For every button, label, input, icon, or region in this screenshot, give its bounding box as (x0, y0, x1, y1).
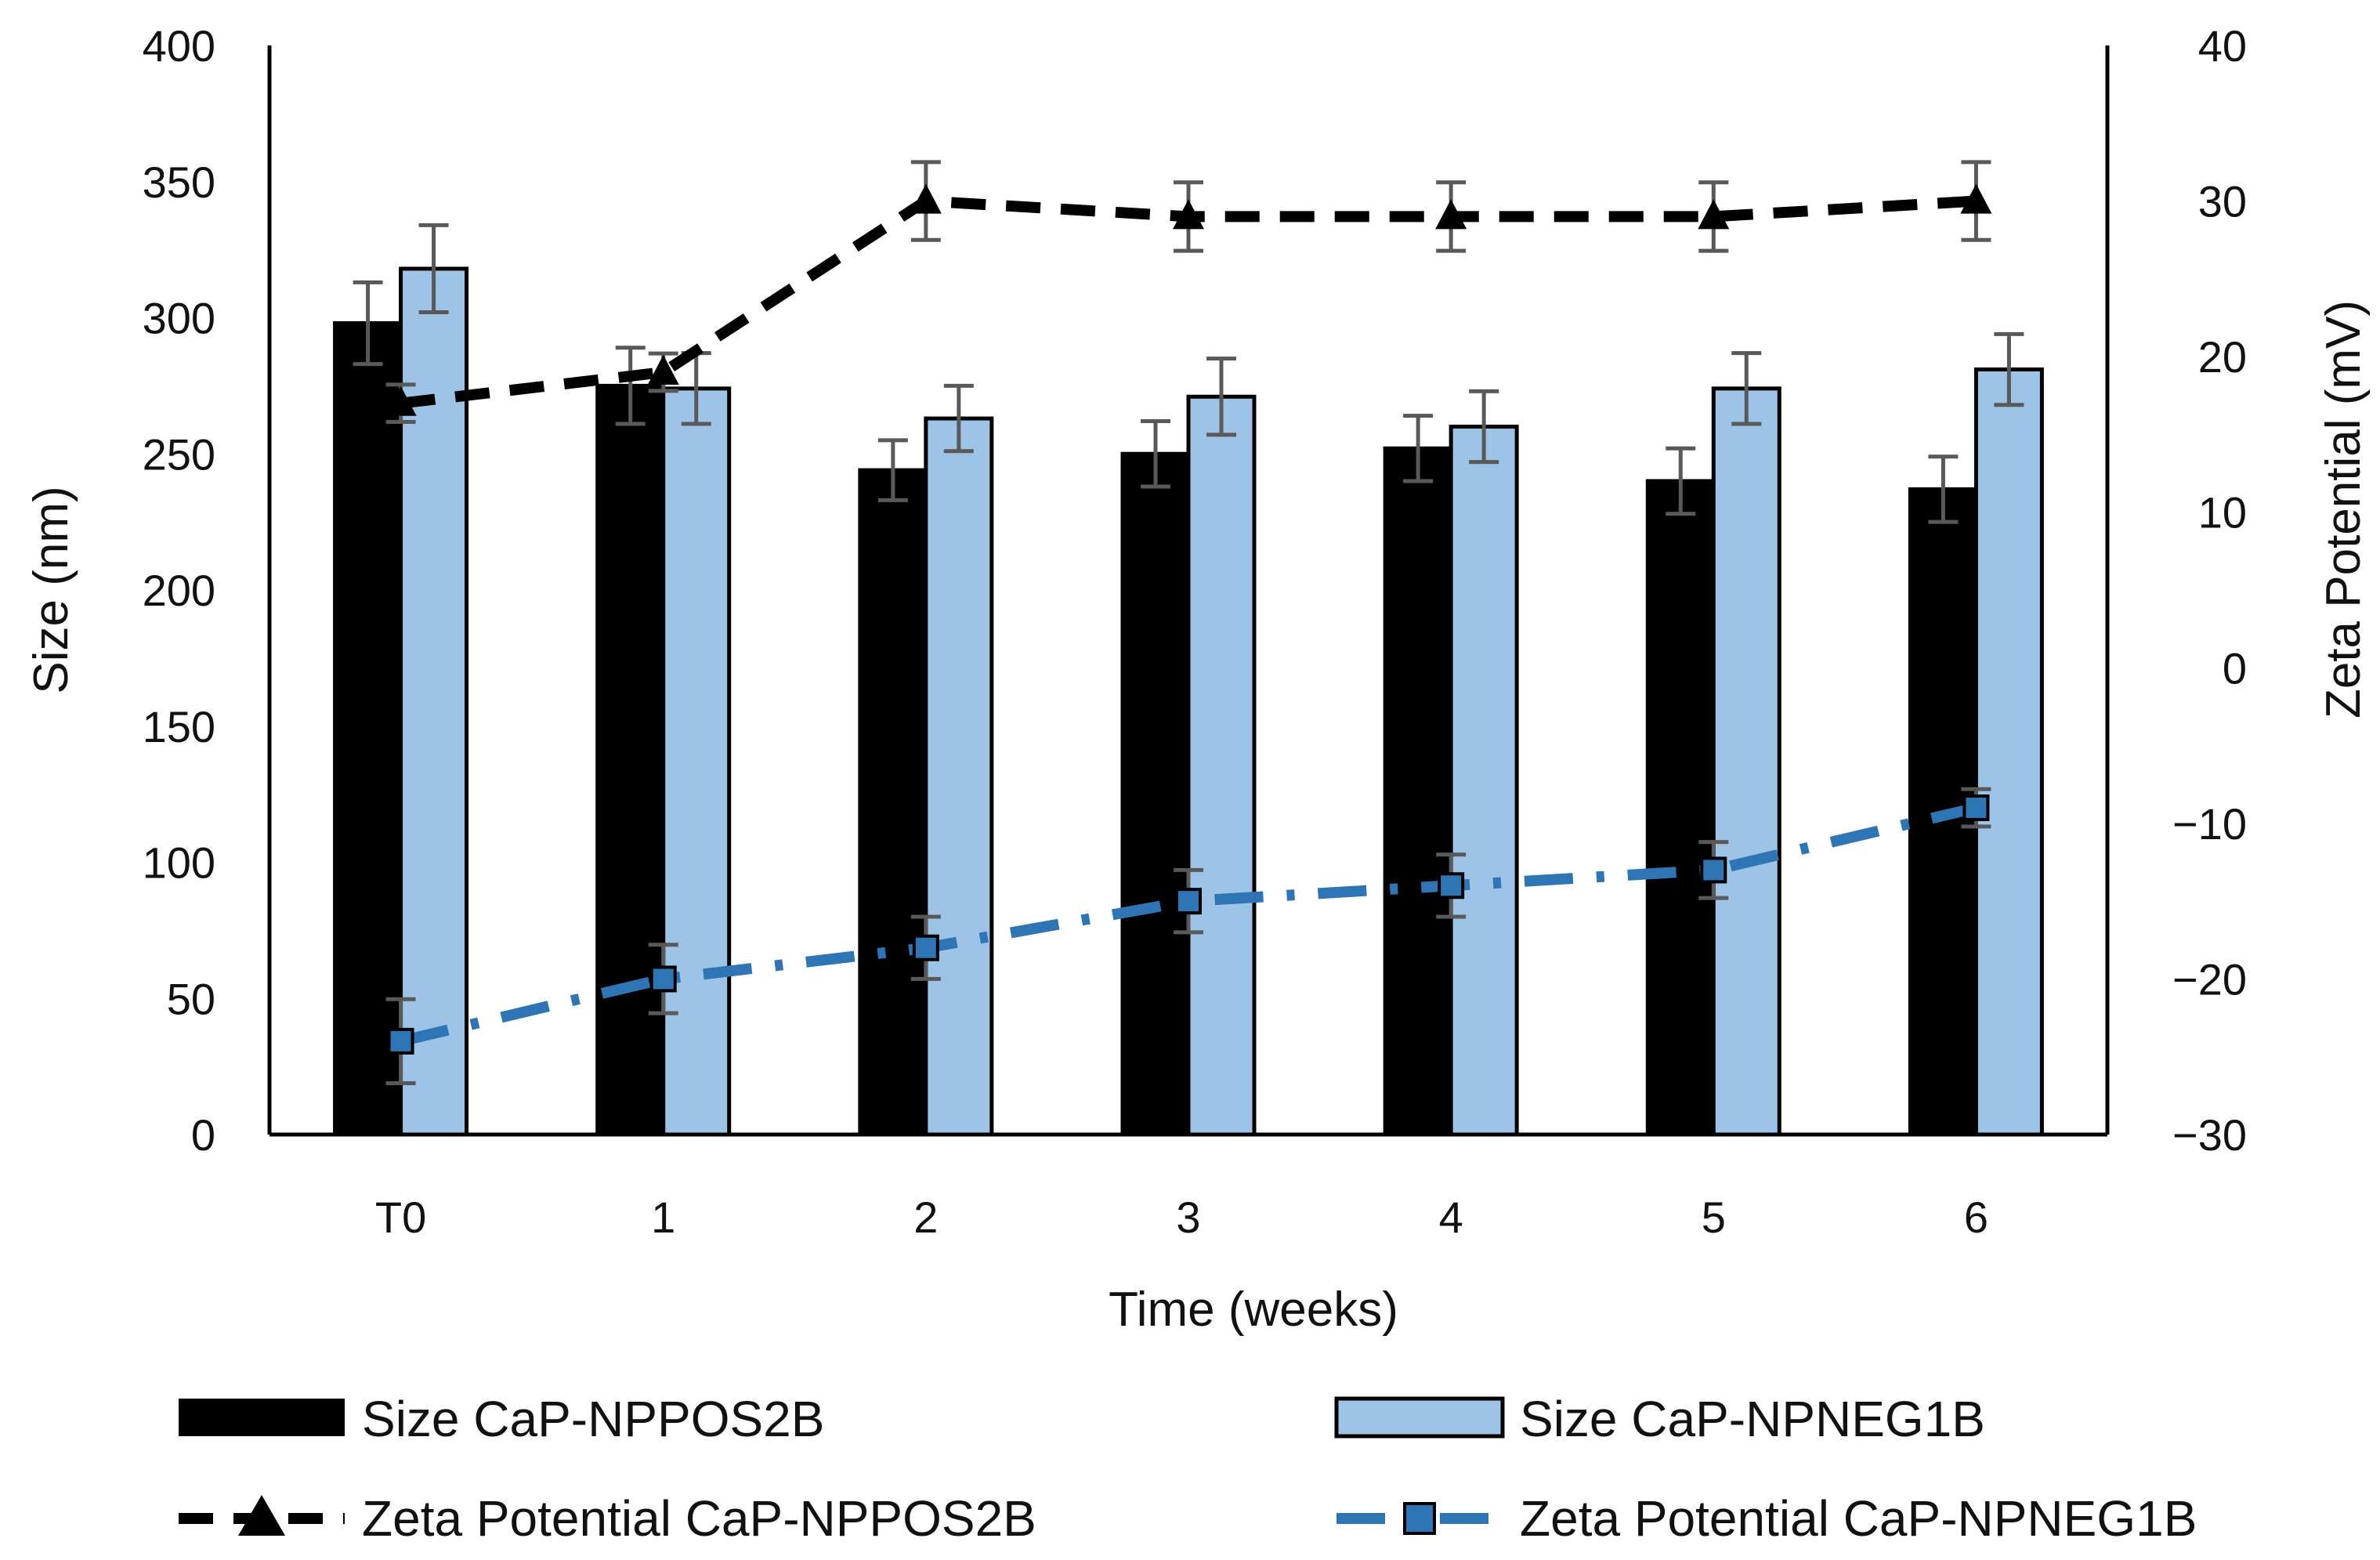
bar-error-size-pos-5 (1666, 446, 1696, 516)
marker-zeta-neg-4 (1438, 872, 1465, 899)
bar-error-size-neg-t0 (418, 223, 449, 315)
bar-error-size-pos-3 (1141, 419, 1170, 489)
bar-size-pos-5 (1645, 479, 1716, 1137)
y2-tick-label-3: 0 (2223, 643, 2247, 693)
x-tick-label-1: 1 (651, 1193, 675, 1242)
y-tick-label-400: 400 (143, 21, 215, 71)
bar-error-size-neg-6 (1994, 331, 2024, 407)
y2-tick-label-5: 20 (2198, 332, 2247, 382)
bar-size-neg-4 (1449, 425, 1519, 1137)
legend-item-zeta-pos: Zeta Potential CaP-NPPOS2B (179, 1490, 1036, 1547)
marker-zeta-neg-t0 (387, 1027, 414, 1055)
y-tick-label-300: 300 (143, 294, 215, 343)
y2-tick-label-0: −30 (2172, 1110, 2247, 1160)
marker-zeta-neg-1 (649, 965, 677, 993)
y-tick-label-100: 100 (143, 838, 215, 888)
legend-triangle-marker (238, 1495, 285, 1536)
bar-error-size-pos-4 (1403, 414, 1434, 483)
marker-zeta-pos-5 (1698, 199, 1730, 230)
marker-zeta-neg-5 (1700, 856, 1727, 884)
marker-zeta-pos-4 (1435, 199, 1467, 230)
marker-zeta-neg-6 (1962, 794, 1990, 821)
legend-label-zeta-pos: Zeta Potential CaP-NPPOS2B (362, 1490, 1036, 1547)
x-tick-label-3: 3 (1176, 1193, 1200, 1242)
bar-size-pos-2 (858, 468, 928, 1137)
bar-error-size-neg-5 (1731, 351, 1762, 426)
lines (385, 160, 1992, 1085)
marker-zeta-pos-2 (910, 183, 942, 214)
left-y-tick-labels: 0 50 100 150 200 250 300 350 400 (143, 21, 215, 1160)
axes (267, 45, 2110, 1137)
marker-zeta-pos-3 (1173, 199, 1204, 230)
x-tick-label-4: 4 (1439, 1193, 1463, 1242)
y2-axis-title: Zeta Potential (mV) (2317, 300, 2371, 718)
legend-item-size-neg: Size CaP-NPNEG1B (1334, 1391, 1985, 1447)
legend-label-size-neg: Size CaP-NPNEG1B (1520, 1391, 1985, 1447)
bars (333, 223, 2044, 1137)
y-tick-label-350: 350 (143, 157, 215, 207)
y-tick-label-0: 0 (191, 1110, 215, 1160)
marker-zeta-pos-t0 (385, 385, 417, 416)
legend-item-zeta-neg: Zeta Potential CaP-NPNEG1B (1336, 1490, 2197, 1547)
y2-tick-label-6: 30 (2198, 177, 2247, 226)
plot-area (333, 160, 2044, 1137)
bar-size-neg-3 (1186, 394, 1257, 1137)
legend-label-zeta-neg: Zeta Potential CaP-NPNEG1B (1520, 1490, 2197, 1547)
legend: Size CaP-NPPOS2B Size CaP-NPNEG1B Zeta P… (179, 1391, 2197, 1547)
x-tick-label-5: 5 (1702, 1193, 1726, 1242)
y2-tick-label-4: 10 (2198, 488, 2247, 537)
bar-error-size-pos-6 (1928, 454, 1959, 524)
bar-size-pos-1 (595, 383, 666, 1137)
y2-tick-label-1: −20 (2172, 954, 2247, 1004)
legend-swatch-size-pos (179, 1399, 345, 1436)
bar-error-size-neg-4 (1469, 389, 1499, 465)
y-tick-label-250: 250 (143, 429, 215, 479)
bar-error-size-neg-2 (943, 383, 974, 454)
x-tick-label-2: 2 (913, 1193, 938, 1242)
marker-zeta-pos-1 (647, 355, 679, 385)
y-tick-label-50: 50 (167, 974, 215, 1023)
bar-error-size-pos-1 (615, 346, 646, 426)
y-axis-title: Size (nm) (24, 486, 78, 693)
marker-zeta-neg-3 (1175, 888, 1202, 915)
bar-error-size-neg-3 (1206, 357, 1236, 437)
legend-square-marker (1403, 1502, 1436, 1535)
y2-tick-label-7: 40 (2198, 21, 2247, 71)
bar-size-neg-5 (1711, 386, 1781, 1137)
y-tick-label-200: 200 (143, 566, 215, 615)
bar-error-size-pos-2 (877, 438, 908, 502)
bar-error-size-pos-t0 (353, 280, 383, 367)
bar-size-pos-t0 (333, 320, 403, 1137)
bar-size-neg-1 (661, 386, 732, 1137)
legend-swatch-size-neg (1334, 1396, 1505, 1439)
bar-size-neg-2 (924, 416, 994, 1137)
y2-tick-label-2: −10 (2172, 799, 2247, 849)
bar-size-pos-4 (1383, 446, 1453, 1137)
right-y-tick-labels: −30 −20 −10 0 10 20 30 40 (2172, 21, 2247, 1160)
legend-item-size-pos: Size CaP-NPPOS2B (179, 1391, 824, 1447)
marker-zeta-pos-6 (1960, 183, 1992, 214)
x-tick-labels: T0 1 2 3 4 5 6 (375, 1193, 1988, 1242)
bar-size-pos-3 (1120, 451, 1191, 1137)
y-tick-label-150: 150 (143, 702, 215, 751)
legend-label-size-pos: Size CaP-NPPOS2B (362, 1391, 824, 1447)
x-axis-title: Time (weeks) (1109, 1283, 1398, 1337)
marker-zeta-neg-2 (912, 934, 939, 961)
x-tick-label-t0: T0 (375, 1193, 426, 1242)
x-tick-label-6: 6 (1964, 1193, 1988, 1242)
bar-size-neg-6 (1973, 367, 2044, 1137)
